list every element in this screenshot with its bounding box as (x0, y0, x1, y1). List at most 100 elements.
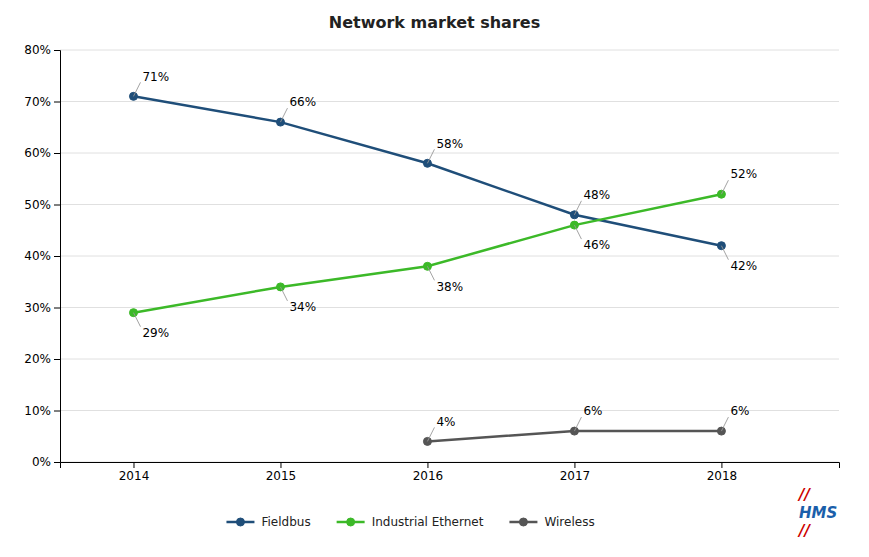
data-labels: 71%29%66%34%58%38%4%48%46%6%52%42%6% (133, 70, 757, 442)
data-label: 34% (289, 300, 316, 314)
legend-marker (236, 518, 244, 526)
tick-label: 40% (24, 249, 51, 263)
tick-label: 70% (24, 95, 51, 109)
logo: //HMS// (797, 486, 837, 540)
tick-mark (280, 462, 281, 468)
y-axis: 0% 10% 20% 30% 40% 50% 60% 70% 80% (24, 43, 60, 469)
data-label: 6% (730, 404, 749, 418)
tick: 2016 (413, 462, 444, 483)
series (129, 190, 725, 316)
leader-line (574, 417, 581, 431)
leader-line (427, 149, 434, 163)
legend: Fieldbus Industrial Ethernet Wireless (226, 515, 594, 529)
legend-item: Wireless (509, 515, 594, 529)
leader-line (721, 246, 728, 260)
tick-label: 2016 (413, 469, 444, 483)
legend-label: Industrial Ethernet (372, 515, 484, 529)
leader-line (721, 417, 728, 431)
x-axis: 2014 2015 2016 2017 2018 (61, 462, 840, 483)
point (276, 118, 284, 126)
tick: 20% (24, 352, 60, 366)
legend-marker (347, 518, 355, 526)
data-label: 29% (142, 326, 169, 340)
leader-line (133, 313, 140, 327)
legend-label: Wireless (544, 515, 594, 529)
point (423, 262, 431, 270)
annotation: HMS (799, 504, 837, 522)
data-label: 6% (583, 404, 602, 418)
grid-line (60, 204, 839, 205)
tick-mark (427, 462, 428, 468)
leader-line (133, 82, 140, 96)
series (423, 427, 725, 445)
tick: 30% (24, 301, 60, 315)
tick-mark (721, 462, 722, 468)
tick: 2015 (266, 462, 297, 483)
grid-line (60, 101, 839, 102)
axis-line (54, 51, 61, 463)
tick-label: 0% (32, 455, 51, 469)
axis-line (61, 463, 840, 469)
data-label: 46% (583, 238, 610, 252)
grid-line (60, 153, 839, 154)
data-label: 42% (730, 259, 757, 273)
data-label: 38% (436, 280, 463, 294)
tick-label: 2018 (707, 469, 738, 483)
grid-line (60, 359, 839, 360)
annotation: // (797, 522, 811, 540)
tick-label: 50% (24, 198, 51, 212)
tick: 2017 (560, 462, 591, 483)
tick-mark (574, 462, 575, 468)
annotation: // (797, 486, 811, 504)
data-label: 71% (142, 70, 169, 84)
point (276, 283, 284, 291)
leader-line (280, 108, 287, 122)
tick-mark (54, 308, 60, 309)
leader-line (427, 427, 434, 441)
tick-mark (54, 102, 60, 103)
tick: 10% (24, 404, 60, 418)
tick-mark (54, 462, 60, 463)
data-label: 48% (583, 188, 610, 202)
line (133, 194, 721, 312)
tick-label: 2015 (266, 469, 297, 483)
tick-mark (54, 205, 60, 206)
tick-mark (54, 256, 60, 257)
plot: 2014 2015 2016 2017 2018 0% 10% 20% 30% 40% 50% 60%… (24, 43, 839, 482)
marks (129, 92, 725, 445)
tick-label: 80% (24, 43, 51, 57)
leader-line (574, 201, 581, 215)
leader-line (574, 225, 581, 239)
tick-label: 2017 (560, 469, 591, 483)
tick: 50% (24, 198, 60, 212)
tick-mark (54, 50, 60, 51)
leader-line (427, 266, 434, 280)
tick-label: 10% (24, 404, 51, 418)
grid-line (60, 410, 839, 411)
grid-line (60, 256, 839, 257)
legend-marker (519, 518, 527, 526)
leader-line (721, 180, 728, 194)
tick-mark (133, 462, 134, 468)
legend-label: Fieldbus (261, 515, 310, 529)
tick-label: 60% (24, 146, 51, 160)
leader-line (280, 287, 287, 301)
grid-line (60, 307, 839, 308)
tick-label: 30% (24, 301, 51, 315)
tick: 0% (32, 455, 60, 469)
legend-item: Fieldbus (226, 515, 310, 529)
title: Network market shares (329, 13, 540, 32)
data-label: 52% (730, 167, 757, 181)
tick-mark (54, 153, 60, 154)
tick: 2018 (707, 462, 738, 483)
tick-mark (54, 411, 60, 412)
tick: 80% (24, 43, 60, 57)
line (133, 96, 721, 245)
series (129, 92, 725, 249)
tick: 2014 (119, 462, 150, 483)
legend-item: Industrial Ethernet (337, 515, 484, 529)
data-label: 66% (289, 95, 316, 109)
tick-label: 2014 (119, 469, 150, 483)
tick-mark (54, 359, 60, 360)
tick: 70% (24, 95, 60, 109)
